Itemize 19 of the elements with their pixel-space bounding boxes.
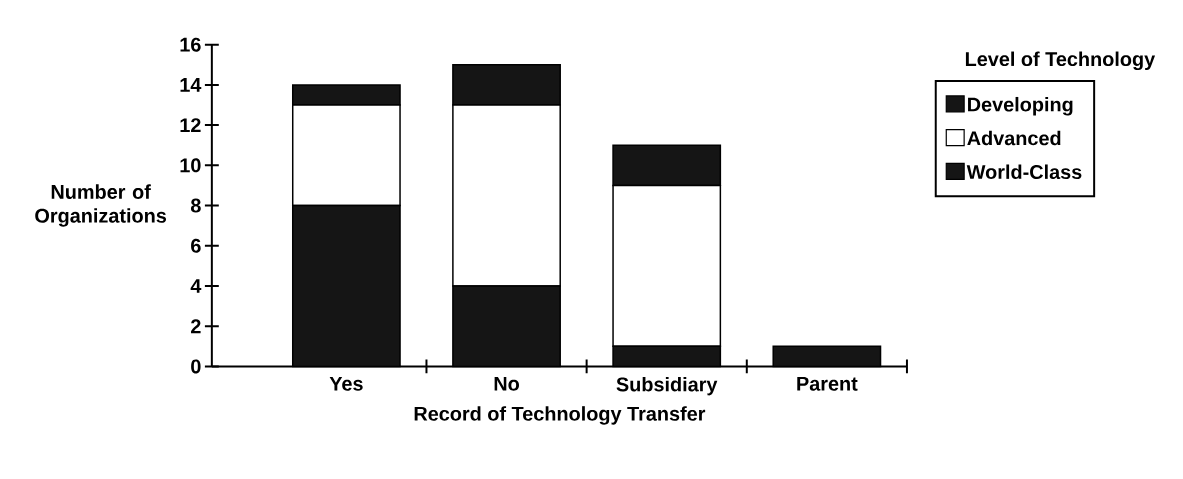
y-tick-label: 14 [180,78,202,92]
legend-label: Advanced [967,130,1061,146]
y-tick-label: 0 [191,359,201,374]
y-tick-label: 10 [180,158,201,173]
x-tick-label: Subsidiary [616,377,718,396]
legend-label: Developing [968,97,1073,116]
x-tick-label: No [494,377,519,391]
y-tick-label: 8 [190,198,201,213]
legend-title: Level of Technology [965,51,1156,71]
legend-label: World-Class [966,164,1082,180]
y-tick-label: 16 [180,37,201,52]
y-tick-label: 4 [190,279,202,293]
x-tick-label: Parent [797,377,858,391]
x-axis-title: Record of Technology Transfer [414,406,706,425]
y-axis-title: Number of Organizations [35,184,167,227]
y-tick-label: 12 [180,118,201,133]
y-tick-label: 6 [191,238,201,253]
y-tick-label: 2 [191,319,201,334]
x-tick-label: Yes [329,377,363,391]
